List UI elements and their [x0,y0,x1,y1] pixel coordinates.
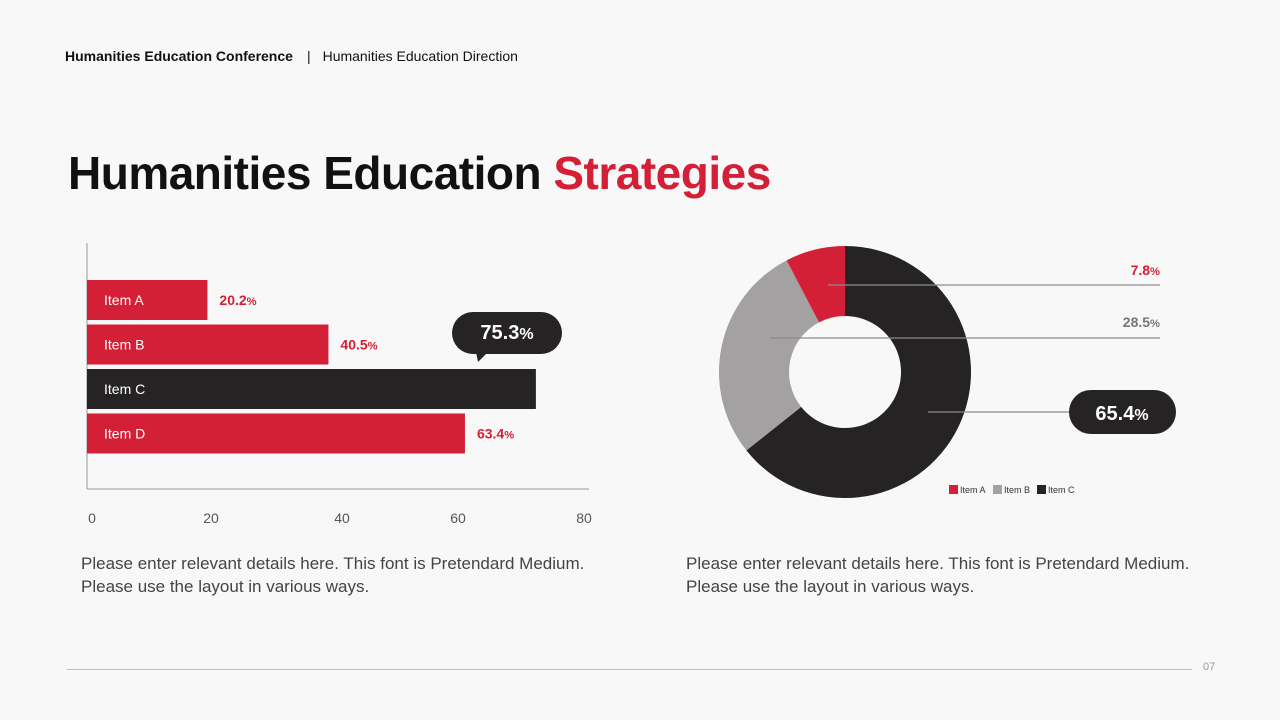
footer-divider [67,669,1192,670]
right-description: Please enter relevant details here. This… [686,554,1190,596]
header-separator: | [306,48,311,64]
value-callout [1069,390,1176,434]
x-tick-label: 60 [450,510,466,526]
bar-value-label: 40.5% [340,337,377,353]
legend-swatch [1037,485,1046,494]
bar [87,413,465,454]
bar [87,369,536,409]
slice-value-label: 7.8% [1131,262,1160,278]
bar-category-label: Item A [104,292,144,308]
direction-name: Humanities Education Direction [322,48,518,64]
title-accent: Strategies [553,147,771,199]
x-tick-label: 20 [203,510,219,526]
left-description: Please enter relevant details here. This… [81,554,585,596]
x-tick-label: 40 [334,510,350,526]
donut-slice [786,246,845,323]
bar-category-label: Item D [104,426,145,442]
legend-swatch [949,485,958,494]
legend-label: Item B [1004,485,1030,495]
callout-pointer [476,352,488,362]
slice-value-label: 28.5% [1123,314,1160,330]
bar-value-label: 75.3% [480,322,533,344]
legend-label: Item C [1048,485,1075,495]
header: Humanities Education Conference | Humani… [65,48,518,64]
page-number: 07 [1203,661,1216,673]
legend-label: Item A [960,485,986,495]
page-title: Humanities Education Strategies [68,146,771,200]
conference-name: Humanities Education Conference [65,48,293,64]
donut-slice [719,260,820,451]
bar-value-label: 63.4% [477,426,514,442]
bar-value-label: 20.2% [219,292,256,308]
x-tick-label: 80 [576,510,592,526]
bar [87,324,329,365]
legend-swatch [993,485,1002,494]
title-main: Humanities Education [68,147,542,199]
bar-chart: 0 20 40 60 80 Item A 20.2% Item B 40.5% Item C 75.… [86,243,592,526]
donut-chart: 7.8% 28.5% 65.4% Item A Item B Item C [719,246,1176,498]
bar-category-label: Item B [104,337,144,353]
x-tick-label: 0 [88,510,96,526]
bar [87,280,208,320]
slice-value-label: 65.4% [1095,403,1148,425]
value-callout [452,312,562,354]
donut-slice [746,246,971,498]
bar-category-label: Item C [104,381,145,397]
